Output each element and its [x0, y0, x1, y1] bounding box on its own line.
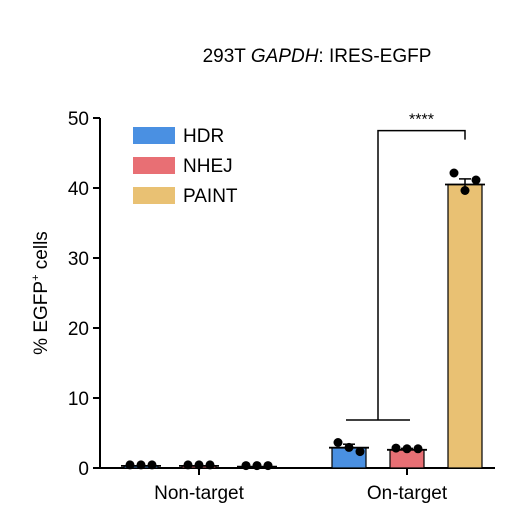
data-point	[147, 460, 157, 470]
data-point	[355, 447, 365, 457]
y-tick-label: 40	[68, 179, 89, 200]
legend-label: NHEJ	[183, 156, 233, 177]
legend-swatch-hdr	[133, 127, 175, 144]
data-point	[413, 444, 423, 454]
data-point	[183, 460, 193, 470]
y-tick-label: 20	[68, 319, 89, 340]
x-tick-label: On-target	[367, 483, 448, 504]
data-point	[449, 168, 459, 178]
legend-swatch-paint	[133, 187, 175, 204]
error-bars	[121, 178, 485, 468]
data-point	[125, 460, 135, 470]
data-point	[205, 460, 215, 470]
y-tick-label: 10	[68, 389, 89, 410]
data-point	[252, 461, 262, 471]
data-point	[471, 175, 481, 185]
data-point	[402, 444, 412, 454]
data-point	[136, 460, 146, 470]
y-axis-label: % EGFP+ cells	[30, 231, 52, 355]
y-tick-label: 50	[68, 109, 89, 130]
data-point	[241, 461, 251, 471]
significance-bracket: ****	[346, 112, 466, 421]
data-point	[263, 461, 273, 471]
data-point	[194, 460, 204, 470]
data-point	[333, 438, 343, 447]
x-tick-label: Non-target	[154, 483, 244, 504]
data-points	[125, 168, 481, 471]
data-point	[460, 186, 470, 195]
y-ticks: 0 10 20 30 40 50	[68, 109, 100, 480]
legend-label: HDR	[183, 126, 224, 147]
legend-label: PAINT	[183, 186, 238, 207]
chart-title: 293T GAPDH: IRES-EGFP	[203, 46, 432, 67]
bracket-line	[377, 129, 466, 420]
legend: HDR NHEJ PAINT	[133, 126, 238, 207]
legend-swatch-nhej	[133, 157, 175, 174]
bar-paint-on-target	[447, 183, 483, 469]
x-tick-labels: Non-target On-target	[154, 468, 448, 504]
data-point	[391, 443, 401, 453]
data-point	[344, 442, 354, 452]
y-tick-label: 0	[78, 459, 89, 480]
bars	[123, 183, 483, 469]
y-tick-label: 30	[68, 249, 89, 270]
significance-label: ****	[409, 112, 434, 129]
